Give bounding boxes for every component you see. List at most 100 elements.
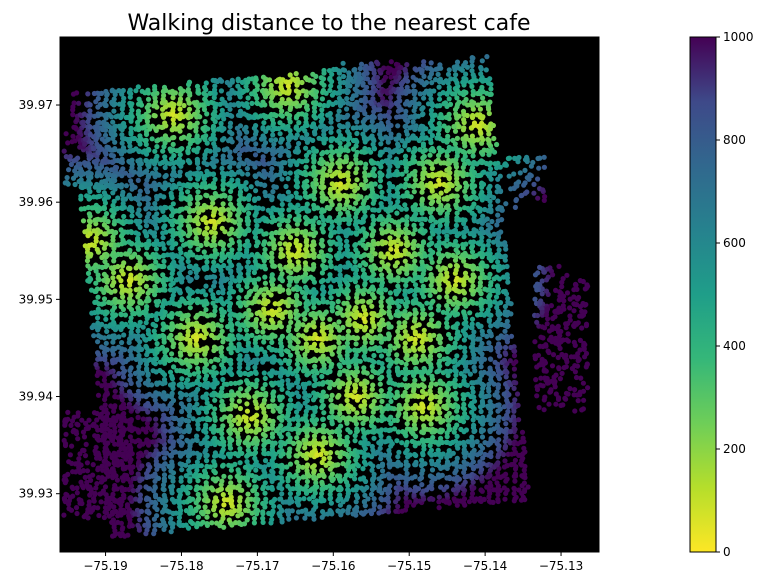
intersection-point xyxy=(328,144,334,150)
intersection-point xyxy=(312,363,318,369)
intersection-point xyxy=(167,452,174,458)
intersection-point xyxy=(154,513,160,519)
intersection-point xyxy=(360,475,367,481)
intersection-point xyxy=(152,499,158,505)
intersection-point xyxy=(135,328,141,334)
intersection-point xyxy=(404,62,410,68)
intersection-point xyxy=(388,95,394,101)
intersection-point xyxy=(129,213,135,219)
intersection-point xyxy=(218,509,225,515)
intersection-point xyxy=(204,235,210,241)
intersection-point xyxy=(104,328,110,334)
intersection-point xyxy=(236,295,242,301)
intersection-point xyxy=(260,519,266,526)
intersection-point xyxy=(118,283,125,289)
intersection-point xyxy=(441,487,447,493)
intersection-point xyxy=(171,165,177,171)
intersection-point xyxy=(112,218,118,224)
intersection-point xyxy=(513,434,519,440)
intersection-point xyxy=(405,462,411,468)
intersection-point xyxy=(290,474,297,480)
intersection-point xyxy=(461,337,467,343)
intersection-point xyxy=(453,222,459,228)
intersection-point xyxy=(137,492,143,498)
intersection-point xyxy=(252,234,259,240)
intersection-point xyxy=(370,382,376,388)
intersection-point xyxy=(183,473,189,479)
intersection-point xyxy=(474,474,480,481)
intersection-point xyxy=(294,292,300,298)
intersection-point xyxy=(404,439,410,445)
intersection-point xyxy=(320,473,326,479)
intersection-point xyxy=(246,210,252,216)
intersection-point xyxy=(446,96,452,102)
intersection-point xyxy=(319,96,325,102)
intersection-point xyxy=(239,487,245,493)
intersection-point xyxy=(287,397,294,403)
intersection-point xyxy=(177,350,183,356)
intersection-point xyxy=(242,464,248,470)
intersection-point xyxy=(387,235,393,241)
intersection-point xyxy=(161,92,167,99)
intersection-point xyxy=(119,340,125,346)
intersection-point xyxy=(394,352,400,358)
intersection-point xyxy=(306,496,313,502)
intersection-point xyxy=(336,108,342,114)
intersection-point xyxy=(70,104,76,110)
intersection-point xyxy=(177,128,183,134)
intersection-point xyxy=(350,463,356,469)
intersection-point xyxy=(205,498,211,504)
intersection-point xyxy=(211,259,217,265)
intersection-point xyxy=(85,270,92,276)
intersection-point xyxy=(101,296,108,302)
intersection-point xyxy=(176,498,182,504)
intersection-point xyxy=(219,107,225,113)
intersection-point xyxy=(502,350,508,356)
intersection-point xyxy=(178,190,185,196)
intersection-point xyxy=(254,405,260,411)
intersection-point xyxy=(237,460,243,466)
intersection-point xyxy=(168,529,174,535)
intersection-point xyxy=(186,413,192,419)
intersection-point xyxy=(420,452,426,458)
intersection-point xyxy=(478,71,484,77)
intersection-point xyxy=(221,524,227,530)
intersection-point xyxy=(212,504,218,510)
intersection-point xyxy=(285,223,291,229)
intersection-point xyxy=(394,210,400,216)
intersection-point xyxy=(245,95,251,101)
intersection-point xyxy=(95,294,101,300)
intersection-point xyxy=(162,140,168,146)
intersection-point xyxy=(155,475,162,481)
intersection-point xyxy=(344,106,350,112)
intersection-point xyxy=(168,434,174,440)
intersection-point xyxy=(309,464,316,470)
intersection-point xyxy=(178,475,184,481)
intersection-point xyxy=(235,434,241,440)
intersection-point xyxy=(252,258,258,264)
intersection-point xyxy=(261,397,268,403)
intersection-point xyxy=(477,450,483,457)
intersection-point xyxy=(380,468,386,474)
intersection-point xyxy=(219,328,225,334)
intersection-point xyxy=(321,435,327,441)
intersection-point xyxy=(236,156,242,162)
intersection-point xyxy=(214,498,220,504)
intersection-point xyxy=(379,317,385,323)
chart-title: Walking distance to the nearest cafe xyxy=(127,11,530,36)
intersection-point xyxy=(262,480,268,486)
intersection-point xyxy=(304,464,310,470)
intersection-point xyxy=(436,352,443,359)
intersection-point xyxy=(311,153,317,159)
intersection-point xyxy=(152,272,158,278)
map-axes: −75.19 −75.18 −75.17 −75.16 −75.15 −75.14 −75.… xyxy=(19,36,600,573)
intersection-point xyxy=(195,201,201,207)
intersection-point xyxy=(95,320,101,326)
intersection-point xyxy=(522,497,528,503)
intersection-point xyxy=(495,259,501,265)
intersection-point xyxy=(495,496,501,502)
intersection-point xyxy=(118,304,124,310)
intersection-point xyxy=(338,423,344,429)
intersection-point xyxy=(469,68,475,74)
intersection-point xyxy=(346,141,352,147)
